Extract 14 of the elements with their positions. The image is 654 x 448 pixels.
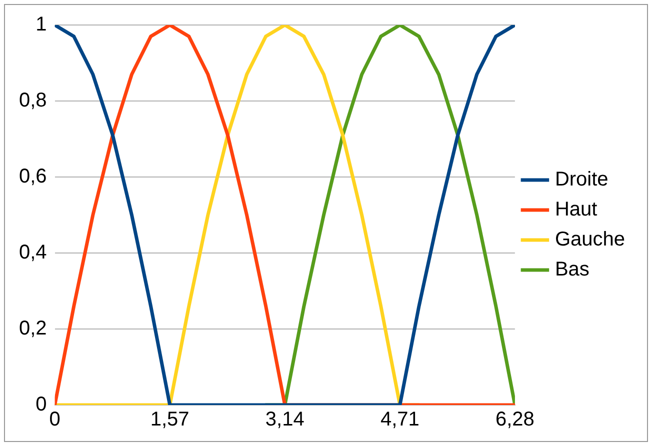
x-tick-label: 1,57 — [150, 408, 190, 431]
y-tick-label: 0,4 — [18, 242, 47, 264]
legend-label: Gauche — [554, 228, 626, 251]
legend-label: Droite — [554, 168, 608, 191]
legend-label: Bas — [554, 258, 590, 281]
y-tick-label: 1 — [36, 14, 47, 36]
x-tick-label: 6,28 — [495, 408, 534, 431]
x-tick-label: 4,71 — [380, 408, 420, 431]
y-tick-label: 0,2 — [18, 318, 47, 340]
legend-label: Haut — [554, 198, 598, 221]
y-tick-label: 0,8 — [18, 90, 47, 112]
x-tick-label: 3,14 — [265, 408, 304, 431]
y-tick-label: 0 — [36, 394, 47, 416]
y-tick-label: 0,6 — [18, 166, 47, 188]
